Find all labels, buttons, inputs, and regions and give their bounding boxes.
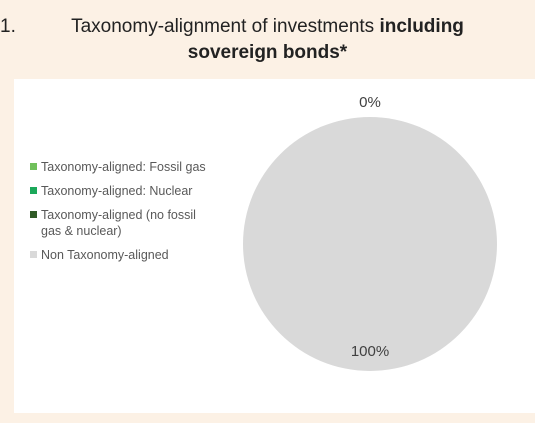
legend-item-fossil-gas: Taxonomy-aligned: Fossil gas bbox=[30, 159, 215, 175]
chart-number: 1. bbox=[0, 16, 16, 37]
data-label-bottom: 100% bbox=[351, 343, 389, 360]
legend-item-other-aligned: Taxonomy-aligned (no fossil gas & nuclea… bbox=[30, 207, 215, 239]
chart-title: 1. Taxonomy-alignment of investments inc… bbox=[0, 14, 535, 66]
legend-swatch-non-aligned bbox=[30, 251, 37, 258]
legend-label-nuclear: Taxonomy-aligned: Nuclear bbox=[41, 184, 193, 198]
title-regular: Taxonomy-alignment of investments bbox=[71, 16, 380, 37]
pie-slice-non-taxonomy-aligned bbox=[243, 117, 497, 371]
legend-swatch-other-aligned bbox=[30, 211, 37, 218]
legend-item-non-aligned: Non Taxonomy-aligned bbox=[30, 247, 215, 263]
legend-item-nuclear: Taxonomy-aligned: Nuclear bbox=[30, 183, 215, 199]
title-bold-line2: sovereign bonds* bbox=[187, 42, 348, 63]
legend-label-fossil-gas: Taxonomy-aligned: Fossil gas bbox=[41, 160, 206, 174]
chart-legend: Taxonomy-aligned: Fossil gas Taxonomy-al… bbox=[30, 159, 215, 271]
title-bold-line1: including bbox=[379, 16, 464, 37]
legend-swatch-nuclear bbox=[30, 187, 37, 194]
data-label-top: 0% bbox=[359, 94, 381, 111]
legend-label-other-aligned: Taxonomy-aligned (no fossil gas & nuclea… bbox=[41, 208, 196, 238]
legend-label-non-aligned: Non Taxonomy-aligned bbox=[41, 248, 169, 262]
legend-swatch-fossil-gas bbox=[30, 163, 37, 170]
